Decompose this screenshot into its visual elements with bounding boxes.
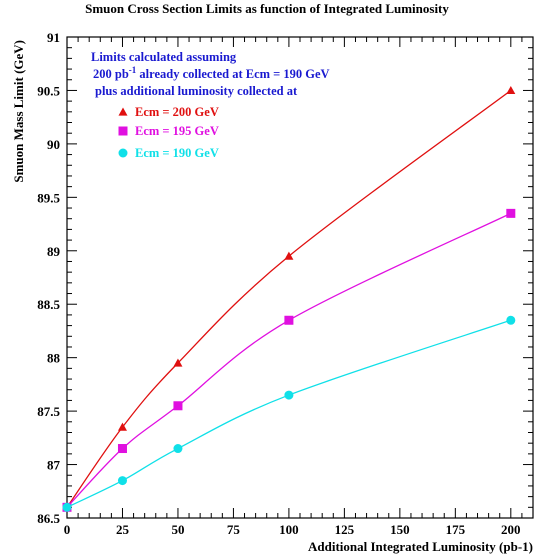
data-point-triangle-marker xyxy=(173,358,183,367)
data-point-triangle-marker xyxy=(284,251,294,260)
x-tick-label: 25 xyxy=(116,522,130,537)
legend-label-ecm-200: Ecm = 200 GeV xyxy=(135,105,219,119)
note-line-2-sup: -1 xyxy=(129,65,137,75)
series-curve xyxy=(66,212,512,508)
data-point-circle-marker xyxy=(62,502,72,512)
data-point-circle-marker xyxy=(173,444,183,454)
x-axis-title: Additional Integrated Luminosity (pb-1) xyxy=(308,539,533,554)
legend-circle-marker xyxy=(118,148,128,158)
y-tick-label: 89.5 xyxy=(37,190,60,205)
y-tick-label: 87 xyxy=(47,458,61,473)
data-point-circle-marker xyxy=(506,315,516,325)
data-point-triangle-marker xyxy=(506,85,516,95)
legend-square-marker xyxy=(118,126,128,136)
x-tick-label: 0 xyxy=(64,522,71,537)
legend-label-ecm-195: Ecm = 195 GeV xyxy=(135,124,219,138)
x-tick-label: 125 xyxy=(335,522,355,537)
y-tick-label: 90.5 xyxy=(37,83,60,98)
y-tick-label: 91 xyxy=(47,30,60,45)
annotation-note: Limits calculated assuming 200 pb-1 alre… xyxy=(91,50,330,98)
series-triangle xyxy=(62,85,516,511)
y-tick-label: 87.5 xyxy=(37,404,60,419)
y-tick-label: 90 xyxy=(47,137,60,152)
legend-triangle-marker xyxy=(118,107,128,116)
x-tick-label: 150 xyxy=(390,522,410,537)
note-line-2-suffix: already collected at Ecm = 190 GeV xyxy=(136,67,329,81)
y-tick-label: 86.5 xyxy=(37,511,60,526)
data-point-triangle-marker xyxy=(117,422,127,431)
series-curve xyxy=(66,89,512,508)
legend-label-ecm-190: Ecm = 190 GeV xyxy=(135,146,219,160)
series-layer xyxy=(62,85,516,512)
data-point-circle-marker xyxy=(284,390,294,400)
note-line-2: 200 pb-1 already collected at Ecm = 190 … xyxy=(93,65,330,81)
data-point-square-marker xyxy=(284,315,294,325)
y-tick-label: 88 xyxy=(47,351,61,366)
series-circle xyxy=(62,315,516,512)
axis-ticks: 0 25 50 75 100 125 150 175 200 86.5 87 87.5 88 88.5 89… xyxy=(37,30,534,537)
legend-circle-marker xyxy=(118,148,128,158)
note-line-3: plus additional luminosity collected at xyxy=(95,84,298,98)
legend-entry-ecm-190: Ecm = 190 GeV xyxy=(118,146,219,160)
data-point-square-marker xyxy=(117,444,127,454)
data-point-square-marker xyxy=(173,401,183,411)
y-tick-label: 89 xyxy=(47,244,61,259)
data-point-circle-marker xyxy=(117,476,127,486)
note-line-2-prefix: 200 pb xyxy=(93,67,129,81)
x-tick-label: 200 xyxy=(501,522,521,537)
legend-entry-ecm-195: Ecm = 195 GeV xyxy=(118,124,219,138)
data-point-square-marker xyxy=(506,208,516,218)
x-tick-label: 175 xyxy=(446,522,466,537)
legend-square-marker xyxy=(118,126,128,136)
x-tick-label: 100 xyxy=(279,522,299,537)
x-tick-label: 75 xyxy=(227,522,241,537)
y-axis-title: Smuon Mass Limit (GeV) xyxy=(11,40,26,183)
note-line-1: Limits calculated assuming xyxy=(91,50,237,64)
y-tick-label: 88.5 xyxy=(37,297,60,312)
chart-title: Smuon Cross Section Limits as function o… xyxy=(85,1,449,16)
legend-triangle-marker xyxy=(118,107,128,116)
legend: Ecm = 200 GeV Ecm = 195 GeV Ecm = 190 Ge… xyxy=(118,105,219,160)
legend-entry-ecm-200: Ecm = 200 GeV xyxy=(118,105,219,119)
x-tick-label: 50 xyxy=(171,522,184,537)
